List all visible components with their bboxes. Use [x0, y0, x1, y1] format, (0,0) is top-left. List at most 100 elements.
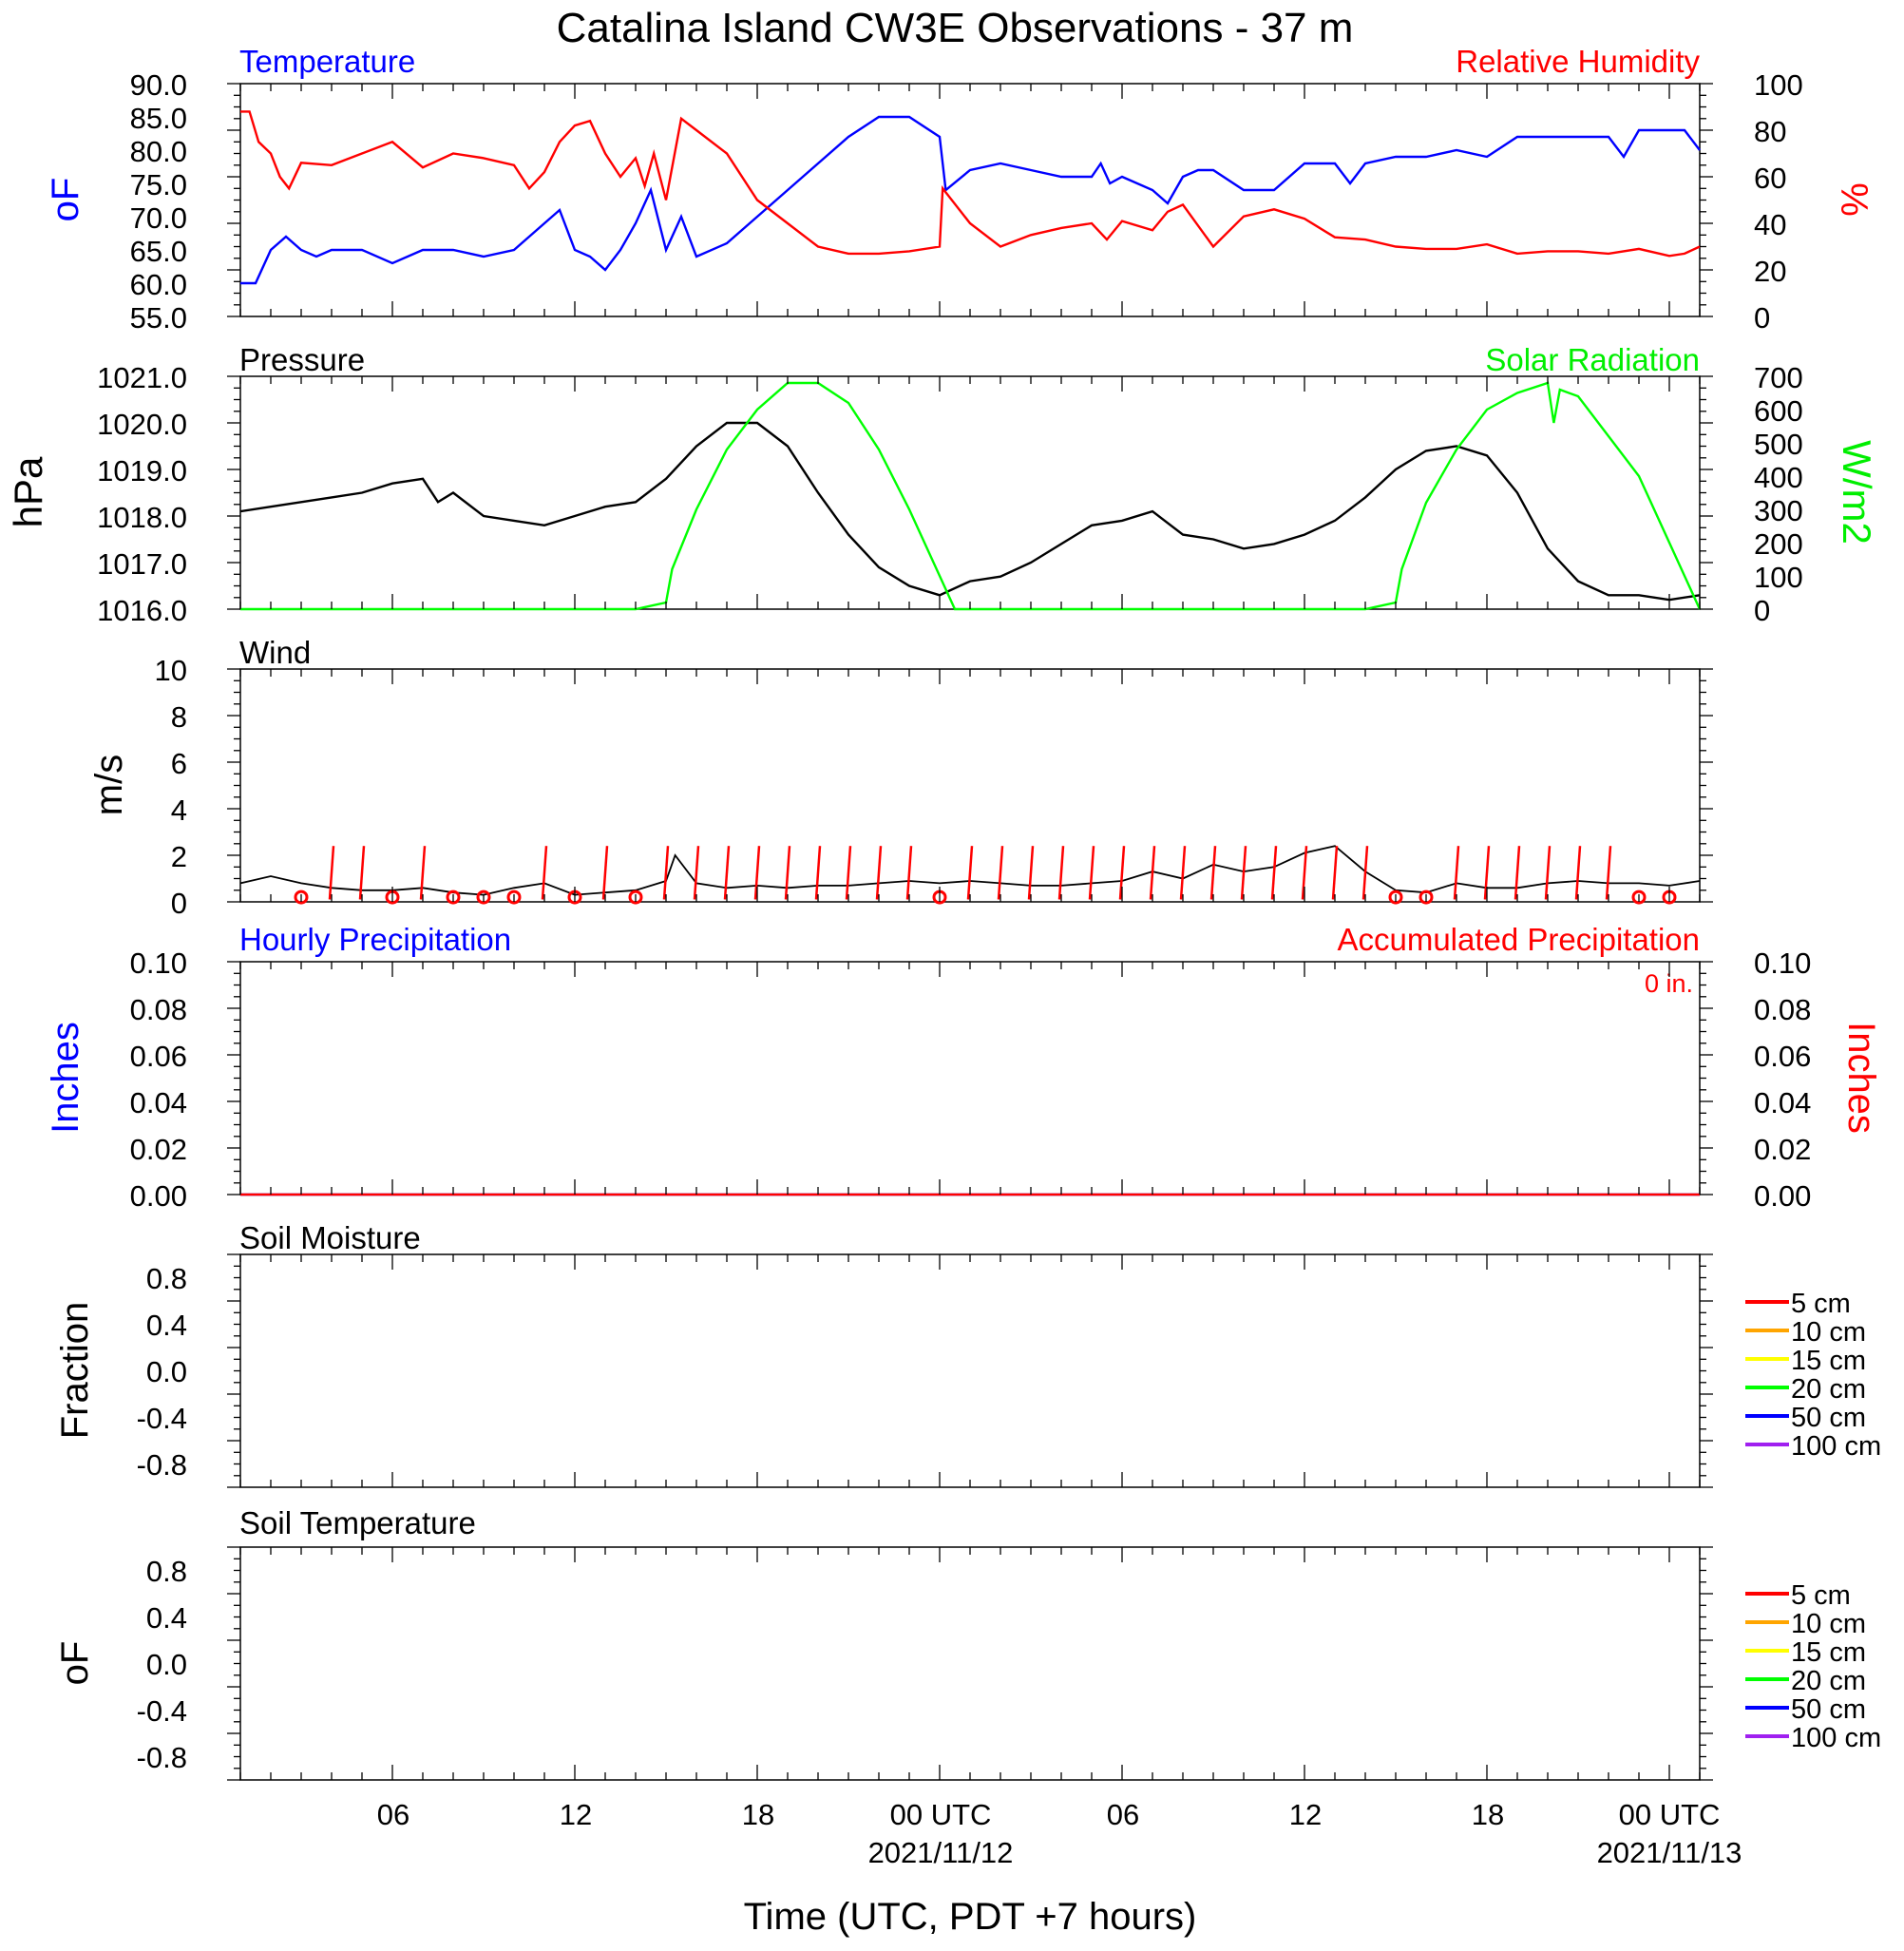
- precip-right-ticks: 0.10 0.08 0.06 0.04 0.02 0.00: [1754, 947, 1811, 1213]
- panel-soil-temp: Soil Temperature oF 0.8 0.4 0.0 -0.4 -0.…: [54, 1505, 1881, 1781]
- wind-tick-label: 6: [171, 747, 187, 780]
- pressure-line: [239, 421, 1701, 602]
- solar-y-ticks: 700 600 500 400 300 200 100 0: [1754, 361, 1803, 627]
- humidity-line: [240, 110, 1701, 258]
- chart-title: Catalina Island CW3E Observations - 37 m: [557, 5, 1354, 51]
- precip-left-unit: Inches: [45, 1022, 86, 1134]
- solar-tick-label: 600: [1754, 394, 1803, 428]
- panel-wind-plot: [239, 845, 1701, 905]
- panel-precip: Hourly Precipitation Accumulated Precipi…: [45, 922, 1882, 1213]
- legend-label: 20 cm: [1791, 1374, 1866, 1405]
- hourly-precip-title: Hourly Precipitation: [239, 922, 511, 957]
- precip-tick-label: 0.00: [130, 1179, 187, 1213]
- temp-tick-label: 75.0: [130, 168, 187, 201]
- calm-wind-marker: [1418, 889, 1434, 905]
- calm-wind-marker: [506, 889, 522, 905]
- wind-tick-label: 2: [171, 840, 187, 873]
- temp-tick-label: 90.0: [130, 68, 187, 102]
- wind-barb: [875, 846, 883, 900]
- rh-y-ticks: 100 80 60 40 20 0: [1754, 68, 1803, 335]
- panel-precip-frame: [239, 961, 1701, 1195]
- soil-moisture-unit: Fraction: [54, 1302, 96, 1440]
- soil-moisture-legend: 5 cm 10 cm 15 cm 20 cm 50 cm 100 cm: [1745, 1289, 1881, 1462]
- wind-tick-label: 10: [155, 654, 187, 687]
- precip-right-unit: Inches: [1840, 1022, 1882, 1134]
- wind-tick-label: 0: [171, 887, 187, 920]
- pressure-tick-label: 1020.0: [97, 408, 187, 441]
- x-tick-date: 2021/11/13: [1597, 1836, 1742, 1869]
- pressure-y-ticks: 1021.0 1020.0 1019.0 1018.0 1017.0 1016.…: [97, 361, 187, 627]
- precip-tick-label: 0.08: [1754, 993, 1811, 1026]
- temp-tick-label: 80.0: [130, 135, 187, 168]
- wind-barb: [662, 846, 670, 900]
- temp-y-ticks: 90.0 85.0 80.0 75.0 70.0 65.0 60.0 55.0: [130, 68, 187, 335]
- wind-barb: [814, 846, 822, 900]
- panel-wind: Wind m/s 10 8 6 4 2 0: [88, 635, 1701, 920]
- wind-barb: [1209, 846, 1217, 900]
- soil-temp-tick-label: -0.8: [137, 1741, 187, 1774]
- rh-tick-label: 60: [1754, 162, 1786, 195]
- wind-barb: [1605, 846, 1612, 900]
- solar-tick-label: 300: [1754, 494, 1803, 527]
- panel-soil-moisture: Soil Moisture Fraction 0.8 0.4 0.0 -0.4 …: [54, 1220, 1881, 1488]
- soil-temp-title: Soil Temperature: [239, 1505, 476, 1540]
- wind-barb: [1514, 846, 1521, 900]
- precip-tick-label: 0.02: [130, 1133, 187, 1166]
- precip-tick-label: 0.06: [1754, 1040, 1811, 1073]
- calm-wind-marker: [476, 889, 491, 905]
- rh-tick-label: 80: [1754, 115, 1786, 148]
- wind-barb: [1027, 846, 1035, 900]
- x-axis-title: Time (UTC, PDT +7 hours): [744, 1896, 1197, 1938]
- pressure-tick-label: 1019.0: [97, 454, 187, 488]
- precip-tick-label: 0.08: [130, 993, 187, 1026]
- legend-label: 50 cm: [1791, 1694, 1866, 1725]
- pressure-title: Pressure: [239, 342, 365, 377]
- legend-label: 10 cm: [1791, 1609, 1866, 1639]
- legend-label: 15 cm: [1791, 1346, 1866, 1376]
- legend-label: 20 cm: [1791, 1666, 1866, 1696]
- wind-barb: [845, 846, 852, 900]
- panel-pressure-plot: [239, 381, 1702, 611]
- legend-label: 15 cm: [1791, 1637, 1866, 1668]
- soil-moisture-tick-label: -0.8: [137, 1448, 187, 1482]
- legend-label: 100 cm: [1791, 1431, 1881, 1462]
- panel-temp-rh-plot: [240, 110, 1701, 285]
- rh-tick-label: 20: [1754, 255, 1786, 288]
- wind-barb: [1057, 846, 1065, 900]
- pressure-tick-label: 1016.0: [97, 594, 187, 627]
- soil-moisture-tick-label: -0.4: [137, 1402, 187, 1435]
- accum-precip-title: Accumulated Precipitation: [1337, 922, 1700, 957]
- wind-y-ticks: 10 8 6 4 2 0: [155, 654, 187, 920]
- temp-tick-label: 65.0: [130, 235, 187, 268]
- wind-barb: [358, 846, 366, 900]
- wind-barb: [693, 846, 700, 900]
- humidity-title: Relative Humidity: [1456, 44, 1700, 79]
- wind-barb: [1088, 846, 1095, 900]
- wind-barb: [1453, 846, 1460, 900]
- legend-label: 5 cm: [1791, 1289, 1851, 1319]
- legend-label: 5 cm: [1791, 1580, 1851, 1611]
- solar-tick-label: 100: [1754, 561, 1803, 594]
- wind-title: Wind: [239, 635, 311, 670]
- temp-tick-label: 85.0: [130, 102, 187, 135]
- calm-wind-marker: [1631, 889, 1647, 905]
- soil-temp-legend: 5 cm 10 cm 15 cm 20 cm 50 cm 100 cm: [1745, 1580, 1881, 1753]
- soil-moisture-tick-label: 0.8: [146, 1262, 187, 1295]
- solar-title: Solar Radiation: [1485, 342, 1700, 377]
- rh-tick-label: 40: [1754, 208, 1786, 241]
- soil-temp-tick-label: 0.4: [146, 1601, 187, 1635]
- wind-unit: m/s: [88, 755, 130, 815]
- solar-tick-label: 200: [1754, 527, 1803, 561]
- solar-tick-label: 500: [1754, 428, 1803, 461]
- panel-soil-moisture-frame: [239, 1253, 1701, 1488]
- temperature-line: [240, 115, 1701, 285]
- x-tick-label: 12: [560, 1798, 592, 1831]
- pressure-unit: hPa: [6, 456, 50, 527]
- wind-barb: [1270, 846, 1278, 900]
- legend-label: 100 cm: [1791, 1723, 1881, 1753]
- wind-barb: [1149, 846, 1156, 900]
- x-tick-label: 18: [1472, 1798, 1504, 1831]
- wind-barb: [1483, 846, 1491, 900]
- legend-label: 10 cm: [1791, 1317, 1866, 1348]
